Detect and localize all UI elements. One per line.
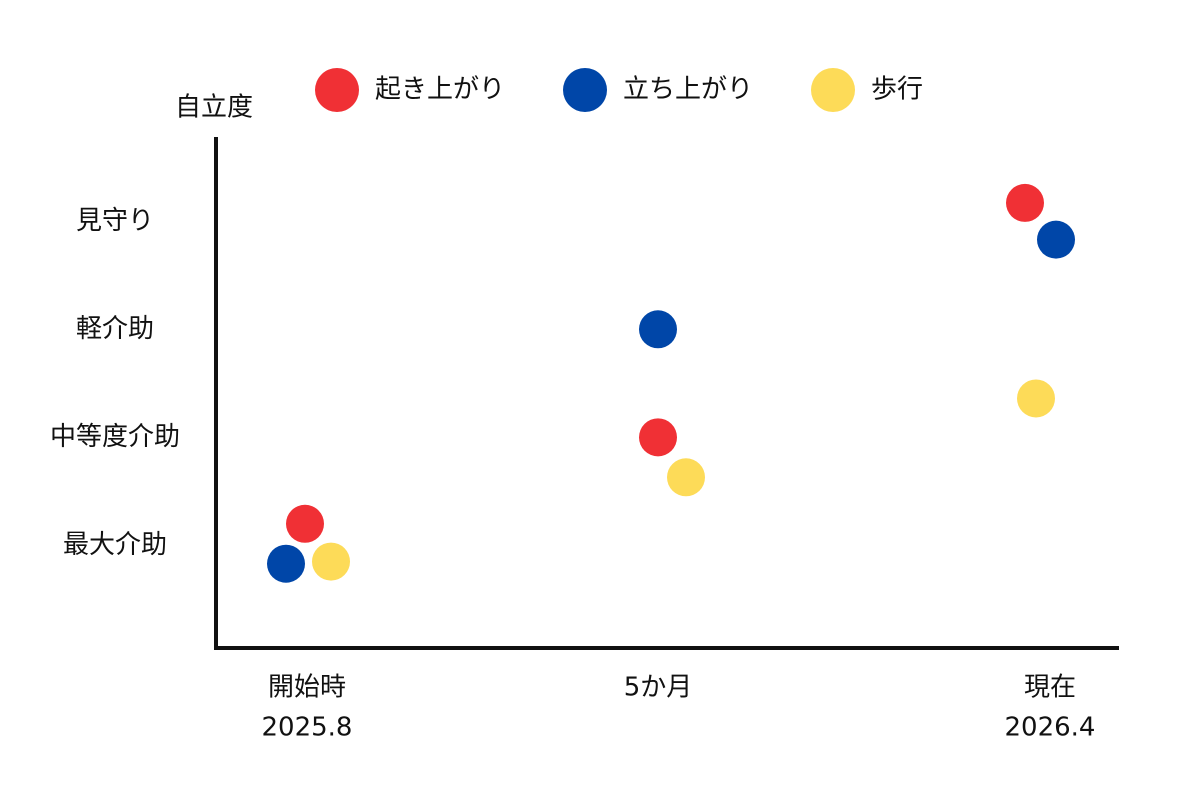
y-tick-label: 最大介助 [63, 530, 167, 560]
legend-swatch [811, 68, 855, 112]
legend-label: 起き上がり [375, 75, 505, 105]
legend-label: 立ち上がり [623, 75, 753, 105]
y-axis-title: 自立度 [175, 93, 253, 123]
point [639, 418, 677, 457]
x-tick-label: 現在 [1024, 673, 1076, 703]
y-tick-label: 中等度介助 [50, 422, 180, 452]
y-tick-label: 見守り [76, 206, 154, 236]
x-tick-label: 5か月 [624, 673, 693, 703]
legend-swatch [563, 68, 607, 112]
x-tick-label: 開始時 [268, 673, 346, 703]
point [286, 504, 324, 543]
y-tick-label: 軽介助 [76, 314, 154, 344]
legend-swatch [315, 68, 359, 112]
point [312, 542, 350, 581]
point [267, 544, 305, 583]
point [1037, 220, 1075, 259]
point [1006, 183, 1044, 222]
point [639, 310, 677, 349]
point [667, 458, 705, 497]
x-tick-date: 2025.8 [262, 713, 353, 743]
legend-label: 歩行 [871, 75, 923, 105]
x-tick-date: 2026.4 [1005, 713, 1096, 743]
point [1017, 379, 1055, 418]
